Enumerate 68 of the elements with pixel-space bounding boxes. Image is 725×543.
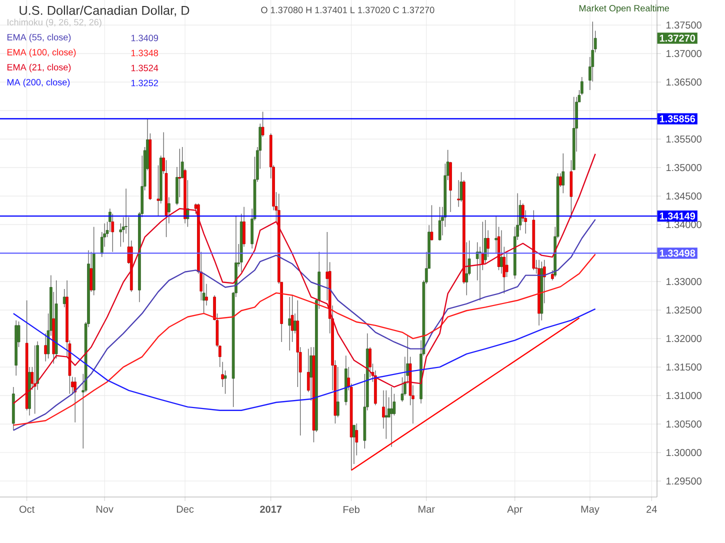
candlestick [44,333,47,362]
candlestick [74,377,76,423]
x-tick-label: Mar [418,506,435,513]
line-series [12,218,596,431]
candlestick [168,196,170,224]
text: MA (200, close) [7,78,70,88]
y-tick-label: 1.37000 [666,50,702,58]
candlestick [90,252,93,292]
candlestick [294,313,296,334]
candlestick [205,284,208,306]
annotation: 1.3409 [131,34,158,42]
candlestick [457,180,460,208]
candlestick [224,370,227,394]
candlestick [494,216,498,254]
candlestick [62,288,66,308]
y-tick-label: 1.35000 [666,164,702,172]
candlestick [465,242,468,296]
y-tick-label: 1.34500 [666,192,702,200]
x-tick-label: 2017 [260,506,282,513]
y-tick-label: 1.37500 [666,22,702,29]
x-tick-label: Feb [344,506,360,514]
x-tick-label: Nov [96,506,114,513]
candlestick [336,366,340,418]
x-tick-label: May [581,506,600,515]
annotation: Ichimoku (9, 26, 52, 26) [8,18,102,28]
text: EMA (100, close) [7,48,76,58]
x-tick-label: Apr [507,506,522,515]
x-tick-label: 24 [646,506,657,513]
y-tick-label: 1.29500 [666,478,702,485]
y-tick-label: 1.30000 [666,449,702,456]
ref-line-label: 1.34149 [660,212,696,220]
annotation: 1.3348 [131,50,158,56]
x-tick-label: Oct [20,506,35,513]
candlestick [352,424,356,464]
candlestick [562,153,565,194]
y-tick-label: 1.36500 [666,78,702,86]
x-tick-label: Dec [176,506,194,513]
candlestick [368,346,372,378]
candlestick [384,390,388,440]
candlestick [178,148,182,198]
text: EMA (21, close) [7,64,71,72]
text: 1.37270 [660,34,695,42]
line-series [12,308,596,411]
annotation: Market Open Realtime [579,4,669,14]
y-tick-label: 1.33000 [666,278,702,286]
candlestick [288,296,292,351]
y-tick-label: 1.30500 [666,420,702,428]
annotation: O 1.37080 H 1.37401 L 1.37020 C 1.37270 [261,6,434,14]
annotation: 1.3524 [131,64,158,72]
candlestick [438,206,442,241]
y-tick-label: 1.32000 [666,335,702,342]
candlestick [156,164,160,216]
candlestick [430,204,434,241]
annotation: 1.3252 [131,80,158,86]
candlestick [559,172,562,188]
text: EMA (55, close) [7,34,71,42]
y-tick-label: 1.32500 [666,306,702,314]
y-tick-label: 1.31500 [666,364,702,371]
y-tick-label: 1.35500 [666,136,702,143]
candlestick [500,230,503,274]
chart-title: U.S. Dollar/Canadian Dollar, D [20,6,190,16]
candlestick [261,111,264,138]
candlestick [242,206,246,248]
ref-line-label: 1.33498 [660,250,696,257]
ref-line-label: 1.35856 [660,115,696,122]
candlestick [486,230,490,258]
candlestick [505,253,508,278]
y-tick-label: 1.31000 [666,392,702,400]
